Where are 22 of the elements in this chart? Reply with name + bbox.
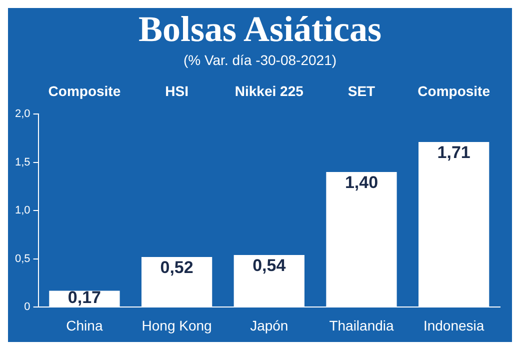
data-label: 0,52 xyxy=(160,258,194,278)
x-tick-label: Japón xyxy=(250,317,288,334)
data-label: 1,40 xyxy=(344,173,378,192)
x-tick-label: Thailandia xyxy=(329,317,394,334)
y-tick-label: 0,5 xyxy=(14,252,30,265)
text: Composite xyxy=(418,82,490,99)
y-tick-label: 1,0 xyxy=(14,204,30,217)
x-tick-label: Indonesia xyxy=(423,317,484,334)
x-tick-label: China xyxy=(66,317,103,334)
data-label: 0,54 xyxy=(252,256,286,276)
text: Nikkei 225 xyxy=(234,82,304,99)
x-tick-label: Hong Kong xyxy=(142,317,212,334)
y-tick-label: 0 xyxy=(24,301,30,314)
chart-title: Bolsas Asiáticas xyxy=(137,8,383,50)
data-label: 1,71 xyxy=(437,143,470,162)
text: SET xyxy=(348,82,376,99)
text: Composite xyxy=(48,82,121,99)
data-label: 0,17 xyxy=(68,288,102,307)
y-tick-label: 1,5 xyxy=(14,156,30,168)
chart-subtitle: (% Var. día -30-08-2021) xyxy=(182,51,338,70)
text: HSI xyxy=(165,82,188,99)
y-tick-label: 2,0 xyxy=(14,108,30,120)
